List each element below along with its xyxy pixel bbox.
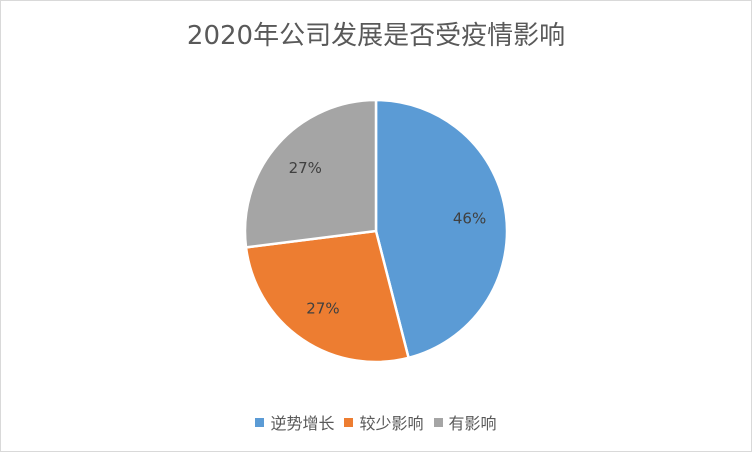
legend-swatch-3 [433, 417, 443, 427]
legend-item-3: 有影响 [433, 410, 497, 434]
legend-item-1: 逆势增长 [255, 410, 334, 434]
pie-slice-2 [244, 229, 411, 364]
legend-label-1: 逆势增长 [270, 414, 335, 433]
legend-swatch-2 [344, 417, 354, 427]
data-label-3: 27% [289, 159, 322, 177]
pie-slice-3 [243, 98, 378, 249]
pie-slice-1 [374, 98, 509, 360]
data-label-1: 46% [453, 210, 486, 228]
legend-label-3: 有影响 [448, 414, 497, 433]
legend: 逆势增长 较少影响 有影响 [1, 410, 751, 434]
legend-item-2: 较少影响 [344, 410, 424, 434]
chart-title: 2020年公司发展是否受疫情影响 [186, 21, 566, 51]
legend-swatch-1 [255, 417, 265, 427]
legend-label-2: 较少影响 [359, 414, 424, 433]
data-label-2: 27% [306, 300, 339, 318]
